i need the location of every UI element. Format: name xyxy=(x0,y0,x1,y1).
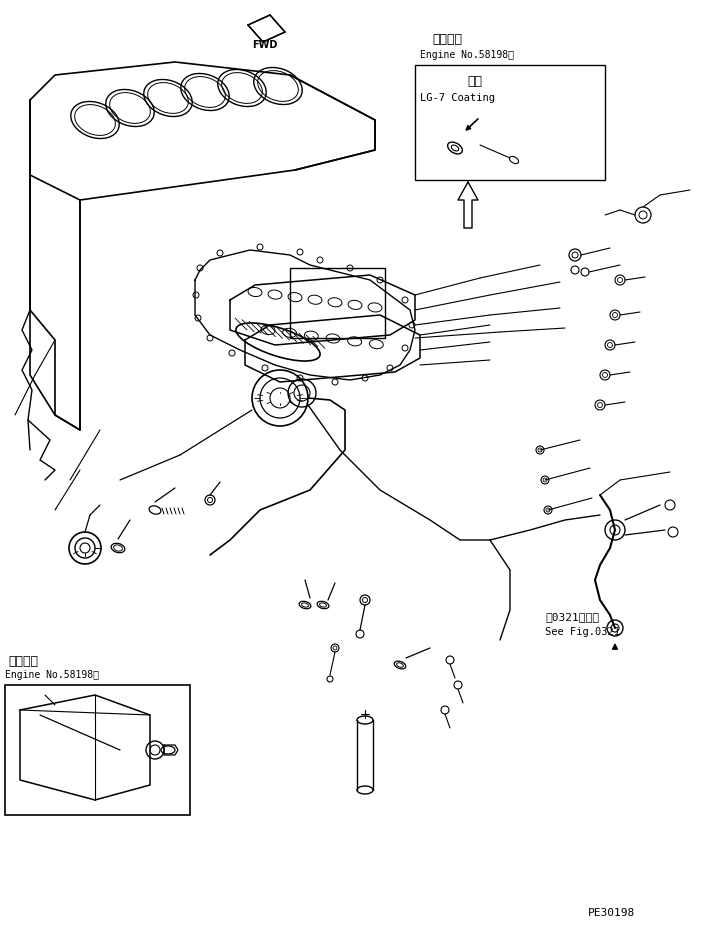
Text: 適用号機: 適用号機 xyxy=(8,655,38,668)
Text: PE30198: PE30198 xyxy=(588,908,636,918)
Text: See Fig.0321: See Fig.0321 xyxy=(545,627,620,637)
Text: 第0321図参照: 第0321図参照 xyxy=(545,612,599,622)
Text: 適用号機: 適用号機 xyxy=(432,33,462,46)
Text: Engine No.58198～: Engine No.58198～ xyxy=(420,50,514,60)
Text: FWD: FWD xyxy=(252,40,278,50)
Text: Engine No.58198～: Engine No.58198～ xyxy=(5,670,99,680)
Bar xyxy=(5,685,190,815)
Bar xyxy=(415,65,605,180)
Text: 塗布: 塗布 xyxy=(467,75,482,88)
Bar xyxy=(290,268,385,338)
Text: LG-7 Coating: LG-7 Coating xyxy=(420,93,495,103)
